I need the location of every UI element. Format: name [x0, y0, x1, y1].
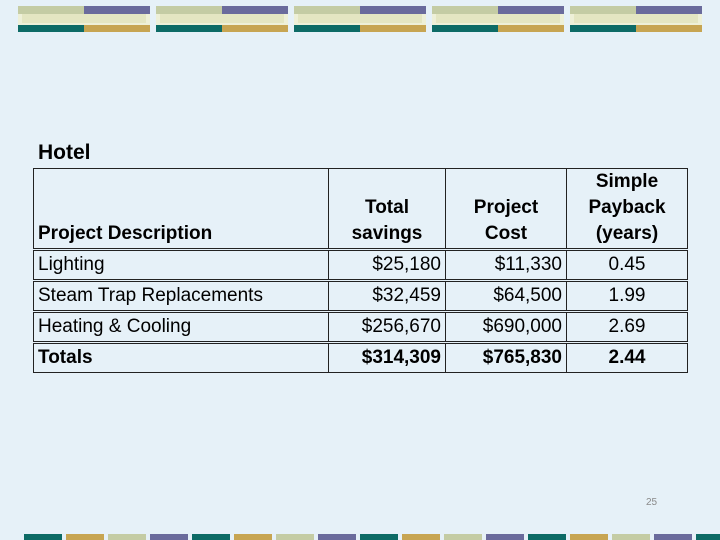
band-group [18, 6, 702, 32]
decor-block [432, 6, 498, 14]
decor-block [276, 534, 314, 540]
decor-block [654, 534, 692, 540]
decor-block [156, 25, 222, 32]
header-cell: Simple Payback (years) [566, 168, 688, 250]
decor-block [360, 534, 398, 540]
table-cell: $690,000 [445, 310, 567, 343]
header-line: Total [365, 197, 409, 218]
table-row: Lighting $25,180 $11,330 0.45 [33, 248, 688, 281]
decor-block [108, 534, 146, 540]
table-cell: 0.45 [566, 248, 688, 281]
decor-block [486, 534, 524, 540]
table-cell: Heating & Cooling [33, 310, 329, 343]
table-cell: $314,309 [328, 341, 446, 373]
decor-block [18, 6, 84, 14]
decor-block [22, 14, 146, 23]
header-line: savings [351, 223, 423, 244]
data-table: Project Description Total savings Project Co… [33, 168, 688, 373]
table-cell: $256,670 [328, 310, 446, 343]
decor-block [66, 534, 104, 540]
decor-block [298, 14, 422, 23]
decor-block [570, 6, 636, 14]
decor-block [150, 534, 188, 540]
table-row: Totals $314,309 $765,830 2.44 [33, 341, 688, 373]
header-line: (years) [595, 223, 659, 244]
decor-block [294, 25, 360, 32]
table-row: Steam Trap Replacements $32,459 $64,500 1.9… [33, 279, 688, 312]
table-cell: 2.44 [566, 341, 688, 373]
header-row: Project Description Total savings Project Co… [33, 168, 688, 250]
decor-block [444, 534, 482, 540]
decor-block [498, 6, 564, 14]
decor-block [570, 25, 636, 32]
table-cell: $32,459 [328, 279, 446, 312]
table-row: Heating & Cooling $256,670 $690,000 2.69 [33, 310, 688, 343]
table-cell: Lighting [33, 248, 329, 281]
decor-block [160, 14, 284, 23]
header-cell: Project Description [33, 168, 329, 250]
top-decoration [18, 6, 702, 32]
table-cell: $765,830 [445, 341, 567, 373]
header-cell: Project Cost [445, 168, 567, 250]
decor-block [192, 534, 230, 540]
decor-block [570, 534, 608, 540]
table-cell: Steam Trap Replacements [33, 279, 329, 312]
table-cell: 1.99 [566, 279, 688, 312]
header-cell: Total savings [328, 168, 446, 250]
slide-title: Hotel [38, 141, 91, 164]
decor-block [402, 534, 440, 540]
header-line: Project [473, 197, 539, 218]
decor-block [18, 25, 84, 32]
decor-block [234, 534, 272, 540]
table-cell: $25,180 [328, 248, 446, 281]
decor-block [636, 25, 702, 32]
decor-block [498, 25, 564, 32]
decor-block [528, 534, 566, 540]
decor-block [696, 534, 720, 540]
decor-block [612, 534, 650, 540]
decor-block [84, 25, 150, 32]
decor-block [360, 6, 426, 14]
decor-block [222, 25, 288, 32]
header-line: Project Description [38, 223, 213, 244]
table-cell: $11,330 [445, 248, 567, 281]
decor-block [432, 25, 498, 32]
table-cell: Totals [33, 341, 329, 373]
table-cell: $64,500 [445, 279, 567, 312]
decor-block [294, 6, 360, 14]
header-line: Payback [588, 197, 666, 218]
table-cell: 2.69 [566, 310, 688, 343]
page-number: 25 [646, 497, 658, 508]
decor-block [156, 6, 222, 14]
decor-block [574, 14, 698, 23]
header-line: Simple [595, 171, 659, 192]
decor-block [318, 534, 356, 540]
decor-block [222, 6, 288, 14]
decor-block [360, 25, 426, 32]
decor-block [636, 6, 702, 14]
header-line: Cost [484, 223, 528, 244]
decor-block [24, 534, 62, 540]
bottom-decoration [24, 534, 720, 540]
decor-block [84, 6, 150, 14]
decor-block [436, 14, 560, 23]
